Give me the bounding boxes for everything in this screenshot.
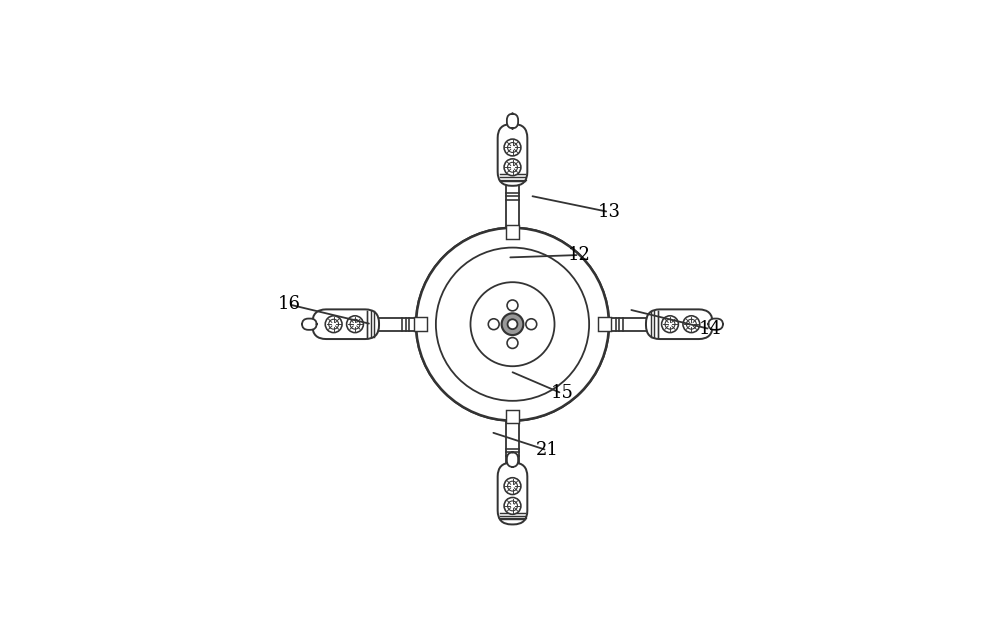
- Circle shape: [436, 248, 589, 401]
- Circle shape: [662, 316, 678, 333]
- Text: 14: 14: [699, 320, 722, 338]
- Text: 13: 13: [597, 203, 620, 221]
- Circle shape: [665, 319, 675, 329]
- Circle shape: [470, 282, 555, 366]
- Bar: [506, 410, 519, 423]
- FancyBboxPatch shape: [498, 463, 527, 525]
- Circle shape: [507, 338, 518, 349]
- Text: 15: 15: [550, 385, 573, 403]
- Bar: [598, 317, 611, 331]
- Circle shape: [350, 319, 360, 329]
- Circle shape: [504, 478, 521, 494]
- Circle shape: [329, 319, 339, 329]
- Circle shape: [436, 248, 589, 401]
- FancyBboxPatch shape: [507, 114, 518, 128]
- Bar: [506, 186, 519, 228]
- Circle shape: [502, 313, 523, 335]
- FancyBboxPatch shape: [708, 318, 723, 330]
- Circle shape: [488, 319, 499, 329]
- Circle shape: [325, 316, 342, 333]
- Circle shape: [488, 319, 499, 329]
- Text: 16: 16: [278, 295, 301, 313]
- Text: 21: 21: [536, 441, 559, 459]
- Circle shape: [526, 319, 537, 329]
- Circle shape: [347, 316, 363, 333]
- Circle shape: [526, 319, 537, 329]
- FancyBboxPatch shape: [646, 309, 713, 339]
- Circle shape: [508, 162, 517, 172]
- Bar: [414, 317, 427, 331]
- Circle shape: [504, 159, 521, 176]
- Circle shape: [470, 282, 555, 366]
- Circle shape: [686, 319, 696, 329]
- FancyBboxPatch shape: [507, 452, 518, 467]
- Circle shape: [502, 313, 523, 335]
- Bar: [609, 318, 646, 331]
- Circle shape: [508, 143, 517, 152]
- Bar: [379, 318, 416, 331]
- FancyBboxPatch shape: [302, 318, 317, 330]
- Circle shape: [416, 228, 609, 421]
- Circle shape: [683, 316, 700, 333]
- Circle shape: [508, 501, 517, 511]
- Circle shape: [504, 498, 521, 514]
- Circle shape: [507, 300, 518, 311]
- FancyBboxPatch shape: [312, 309, 379, 339]
- Circle shape: [504, 139, 521, 156]
- Circle shape: [508, 319, 517, 329]
- Circle shape: [507, 338, 518, 349]
- Circle shape: [507, 300, 518, 311]
- FancyBboxPatch shape: [498, 124, 527, 186]
- Circle shape: [508, 481, 517, 491]
- Circle shape: [416, 228, 609, 421]
- Bar: [506, 225, 519, 239]
- Text: 12: 12: [568, 246, 591, 264]
- Circle shape: [508, 319, 517, 329]
- Bar: [506, 421, 519, 463]
